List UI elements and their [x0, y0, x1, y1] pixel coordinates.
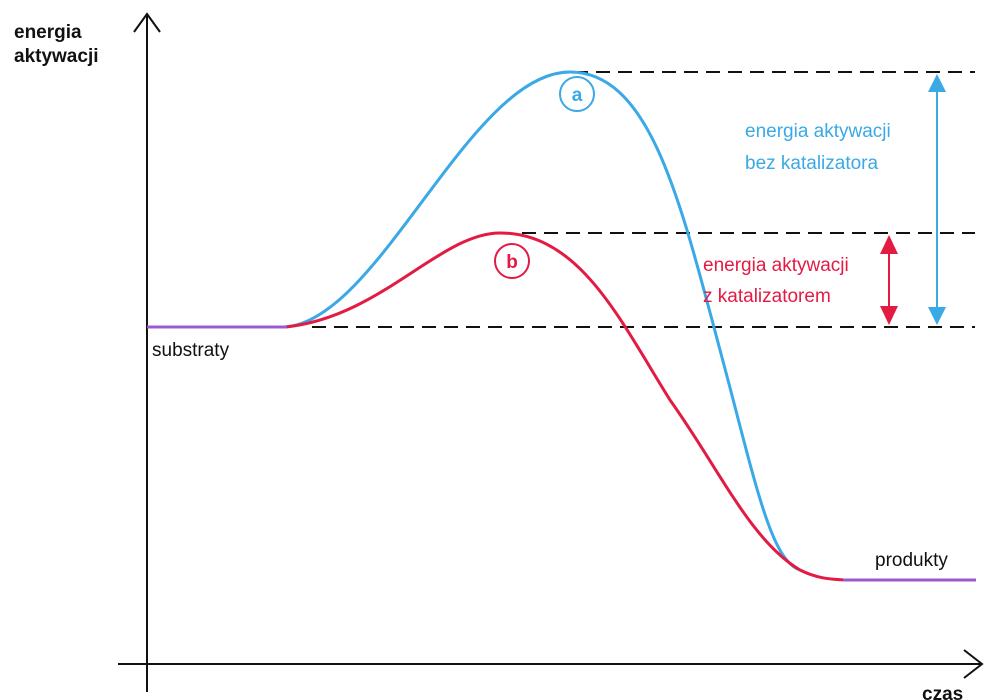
products-label: produkty — [875, 550, 948, 571]
curve-b-catalyzed — [283, 231, 847, 582]
x-axis-title: czas — [922, 684, 963, 700]
uncatalyzed-arrowhead-bottom — [928, 307, 946, 325]
uncatalyzed-label-line2: bez katalizatora — [745, 153, 879, 174]
curve-a-uncatalyzed — [283, 70, 802, 572]
y-axis-title-line1: energia — [14, 22, 82, 43]
curve-a-badge-label: a — [572, 85, 583, 106]
uncatalyzed-label-line1: energia aktywacji — [745, 121, 891, 142]
curve-a-badge — [559, 76, 595, 112]
x-axis-arrowhead — [963, 649, 984, 679]
catalyzed-label-line1: energia aktywacji — [703, 255, 849, 276]
curve-b-badge-label: b — [506, 252, 518, 273]
y-axis-arrowhead — [133, 12, 161, 33]
reactants-label: substraty — [152, 340, 230, 361]
catalyzed-arrowhead-bottom — [880, 306, 898, 325]
curve-b-badge — [494, 243, 530, 279]
y-axis-title-line2: aktywacji — [14, 46, 99, 67]
uncatalyzed-arrowhead-top — [928, 74, 946, 92]
catalyzed-label-line2: z katalizatorem — [703, 286, 831, 307]
catalyzed-arrowhead-top — [880, 235, 898, 254]
